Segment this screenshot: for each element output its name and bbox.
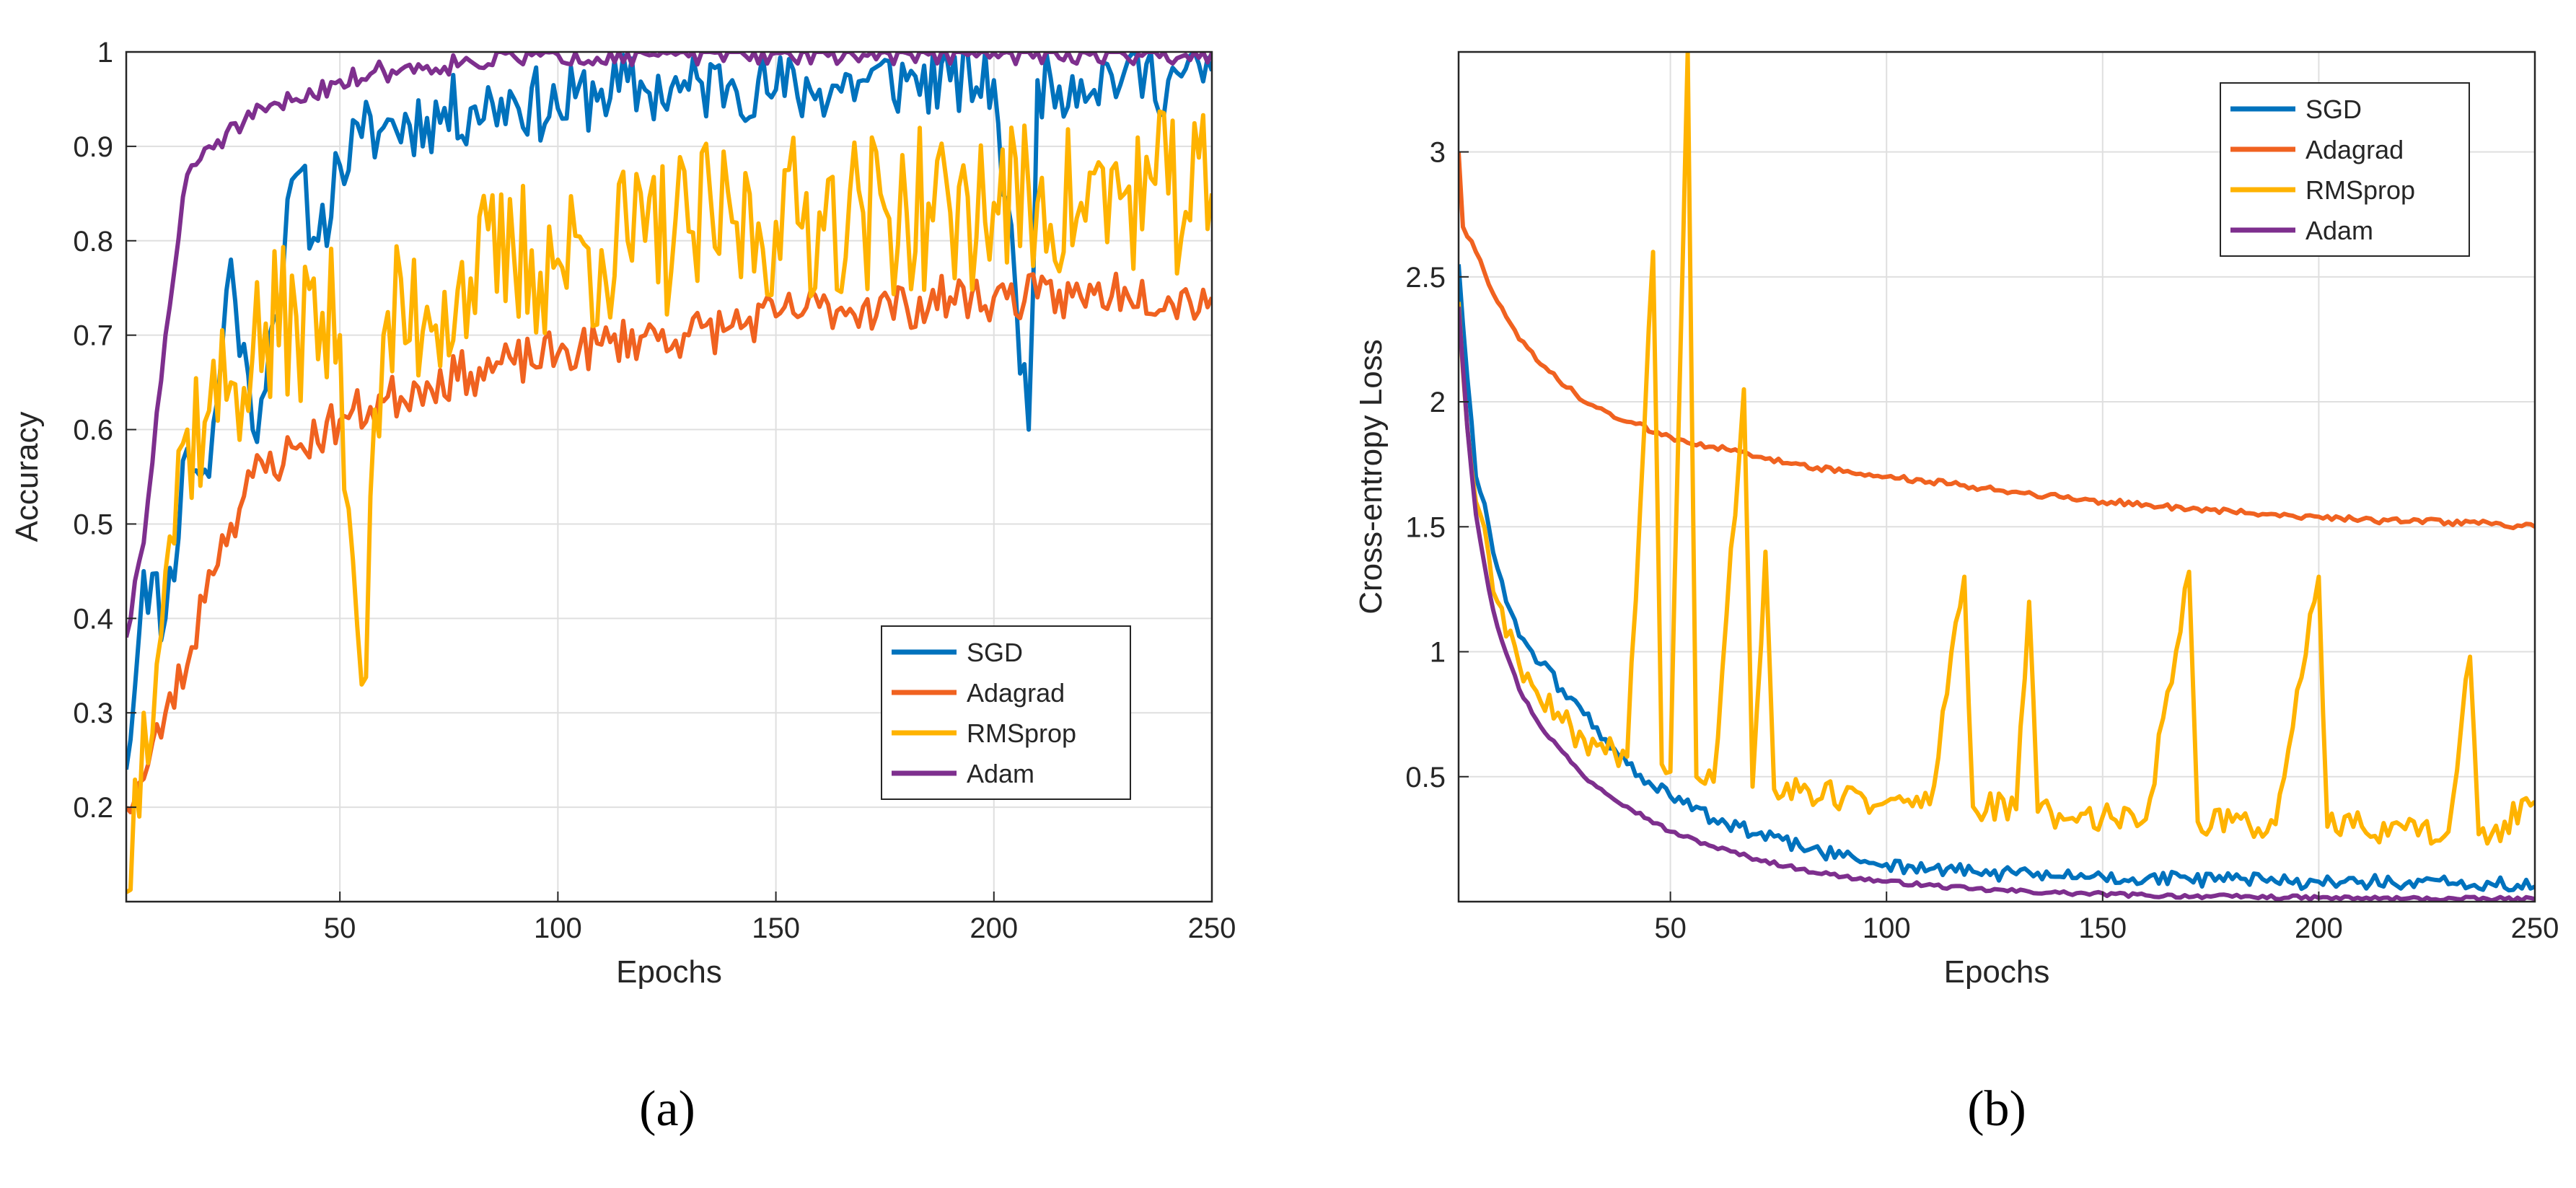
series-group: [1459, 52, 2535, 902]
series-line-rmsprop: [1459, 52, 2535, 846]
x-tick-label: 150: [752, 912, 800, 944]
x-tick-label: 50: [1654, 912, 1687, 944]
y-tick-label: 0.3: [73, 698, 113, 729]
x-tick-label: 50: [324, 912, 356, 944]
y-tick-label: 2.5: [1405, 262, 1446, 294]
series-line-adagrad: [126, 271, 1212, 814]
x-axis-label: Epochs: [616, 954, 722, 990]
y-tick-label: 0.5: [1405, 762, 1446, 793]
y-tick-label: 0.4: [73, 603, 113, 635]
legend-label-adagrad: Adagrad: [2305, 135, 2404, 164]
y-tick-label: 0.7: [73, 320, 113, 352]
series-line-rmsprop: [126, 109, 1212, 894]
y-tick-label: 0.6: [73, 415, 113, 446]
y-tick-label: 0.5: [73, 509, 113, 540]
x-tick-label: 100: [1863, 912, 1911, 944]
legend-box: [881, 625, 1131, 800]
axes-frame: [1457, 50, 2536, 903]
y-tick-label: 0.2: [73, 792, 113, 824]
series-line-sgd: [1459, 264, 2535, 893]
series-line-sgd: [126, 52, 1212, 770]
y-tick-label: 1: [1430, 637, 1446, 669]
legend-label-sgd: SGD: [967, 638, 1023, 667]
x-tick-label: 250: [1188, 912, 1236, 944]
y-axis-label: Cross-entropy Loss: [1353, 339, 1389, 614]
legend: SGD Adagrad RMSprop Adam: [881, 625, 1131, 800]
axes-frame: [125, 50, 1213, 903]
y-axis: 0.2 0.3 0.4 0.5 0.6 0.7 0.8 0.9 1: [73, 37, 136, 824]
legend-label-adam: Adam: [967, 759, 1034, 788]
y-tick-label: 3: [1430, 137, 1446, 169]
y-tick-label: 0.8: [73, 226, 113, 258]
legend-label-rmsprop: RMSprop: [2305, 175, 2415, 205]
legend-label-sgd: SGD: [2305, 94, 2362, 124]
x-tick-label: 200: [970, 912, 1018, 944]
chart-panel-b: 50 100 150 200 250 0.5 1 1.5 2 2.5 3 Epochs Cross-en…: [1353, 50, 2559, 1137]
y-tick-label: 0.9: [73, 131, 113, 163]
y-tick-label: 1.5: [1405, 511, 1446, 543]
panel-label: (b): [1967, 1081, 2026, 1137]
legend: SGD Adagrad RMSprop Adam: [2220, 82, 2470, 257]
series-line-adagrad: [1459, 151, 2535, 531]
chart-panel-a: 50 100 150 200 250 0.2 0.3 0.4 0.5 0.6 0.7 0.8 0.9 1 E…: [9, 37, 1236, 1137]
x-axis: 50 100 150 200 250: [324, 892, 1236, 944]
x-tick-label: 150: [2078, 912, 2127, 944]
legend-label-adam: Adam: [2305, 216, 2373, 245]
legend-label-rmsprop: RMSprop: [967, 718, 1076, 748]
x-tick-label: 200: [2295, 912, 2343, 944]
y-tick-label: 1: [97, 37, 113, 69]
x-tick-label: 250: [2511, 912, 2559, 944]
series-line-adam: [1459, 307, 2535, 902]
x-axis: 50 100 150 200 250: [1654, 892, 2559, 944]
legend-label-adagrad: Adagrad: [967, 678, 1065, 708]
y-axis: 0.5 1 1.5 2 2.5 3: [1405, 137, 1469, 793]
x-axis-label: Epochs: [1944, 954, 2050, 990]
legend-box: [2220, 82, 2470, 257]
x-tick-label: 100: [534, 912, 582, 944]
y-tick-label: 2: [1430, 387, 1446, 418]
y-axis-label: Accuracy: [9, 412, 45, 542]
panel-label: (a): [639, 1081, 695, 1137]
